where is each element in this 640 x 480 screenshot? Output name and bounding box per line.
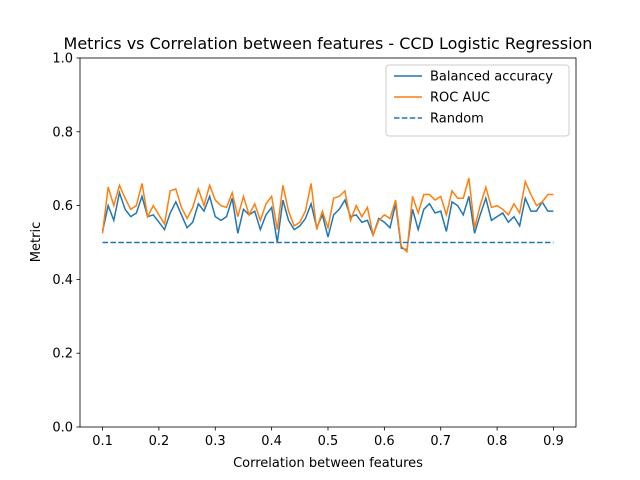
x-tick-label: 0.1 bbox=[92, 434, 113, 449]
x-axis-label: Correlation between features bbox=[233, 456, 423, 471]
x-tick-label: 0.7 bbox=[430, 434, 451, 449]
y-tick-label: 0.0 bbox=[52, 421, 73, 436]
legend-box bbox=[385, 64, 570, 137]
x-tick-label: 0.4 bbox=[261, 434, 282, 449]
line-series bbox=[101, 189, 554, 251]
x-tick-label: 0.5 bbox=[318, 434, 339, 449]
chart-title: Metrics vs Correlation between features … bbox=[64, 34, 593, 53]
x-tick-label: 0.2 bbox=[149, 434, 170, 449]
legend-label: Balanced accuracy bbox=[430, 70, 553, 85]
y-tick-label: 0.8 bbox=[52, 125, 73, 140]
x-tick-label: 0.9 bbox=[543, 434, 564, 449]
x-tick-label: 0.6 bbox=[374, 434, 395, 449]
y-tick-label: 0.2 bbox=[52, 347, 73, 362]
legend-label: Random bbox=[430, 112, 484, 127]
y-tick-label: 0.4 bbox=[52, 273, 73, 288]
x-tick-label: 0.8 bbox=[487, 434, 508, 449]
y-tick-label: 1.0 bbox=[52, 52, 73, 67]
x-tick-label: 0.3 bbox=[205, 434, 226, 449]
y-tick-label: 0.6 bbox=[52, 199, 73, 214]
line-series bbox=[101, 177, 554, 254]
legend-label: ROC AUC bbox=[430, 91, 490, 106]
y-axis-label: Metric bbox=[29, 222, 44, 262]
plot-frame bbox=[79, 57, 577, 428]
